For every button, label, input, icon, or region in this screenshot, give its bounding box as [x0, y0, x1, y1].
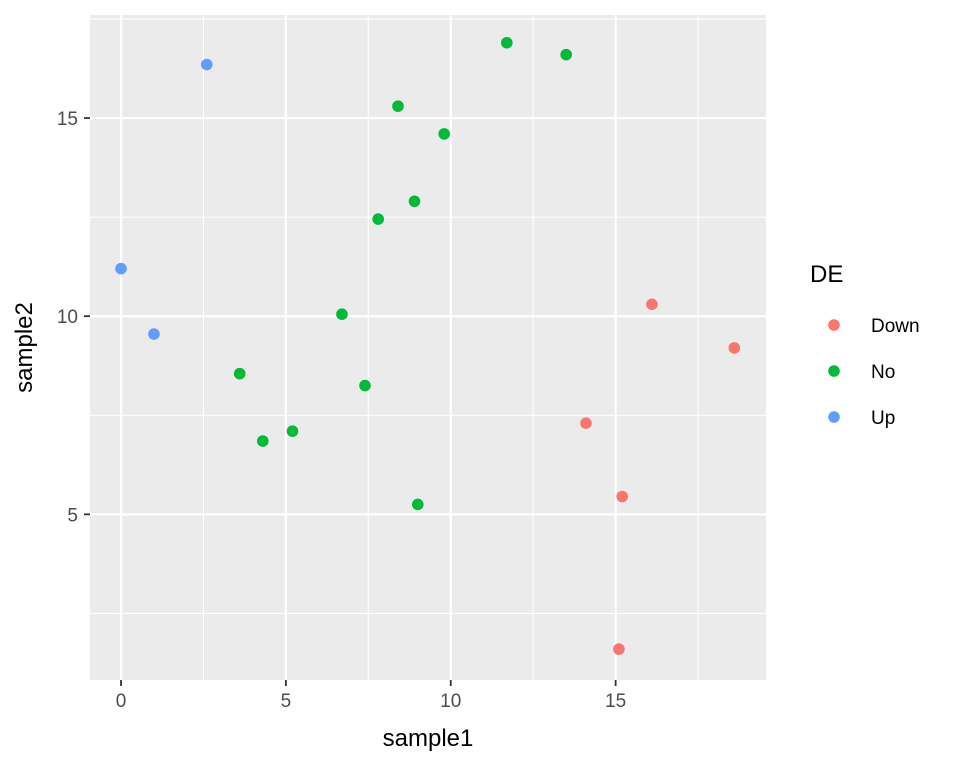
- y-tick-label: 5: [67, 505, 78, 526]
- data-point-no: [256, 435, 269, 447]
- data-point-no: [359, 379, 371, 392]
- plot-panel: [90, 15, 766, 680]
- data-point-down: [613, 643, 625, 655]
- x-tick-label: 15: [605, 691, 626, 712]
- x-tick-label: 0: [116, 691, 127, 712]
- data-point-down: [646, 298, 658, 311]
- legend-key-up: [828, 411, 840, 423]
- y-tick-label: 15: [57, 109, 78, 130]
- legend: DE Down No Up: [810, 261, 920, 429]
- legend-label-no: No: [871, 362, 895, 383]
- legend-title: DE: [810, 261, 843, 288]
- legend-label-up: Up: [871, 408, 895, 429]
- data-point-down: [580, 417, 592, 429]
- x-tick-label: 5: [281, 691, 292, 712]
- legend-key-down: [828, 319, 840, 331]
- y-tick-label: 10: [57, 307, 78, 328]
- data-point-down: [616, 490, 629, 503]
- legend-key-no: [828, 365, 840, 377]
- major-gridlines: [90, 15, 766, 680]
- data-point-no: [501, 36, 513, 49]
- data-point-no: [372, 213, 385, 225]
- y-axis: 5 10 15: [57, 109, 90, 526]
- data-point-no: [392, 100, 404, 112]
- data-point-no: [438, 128, 450, 140]
- y-axis-title: sample2: [11, 302, 38, 393]
- data-point-up: [200, 58, 213, 71]
- data-point-no: [233, 367, 246, 380]
- data-point-no: [411, 498, 424, 511]
- minor-gridlines: [90, 15, 766, 680]
- data-point-no: [408, 195, 421, 208]
- data-point-up: [148, 328, 160, 340]
- data-point-down: [728, 342, 741, 354]
- data-point-no: [560, 48, 572, 61]
- x-tick-label: 10: [440, 691, 461, 712]
- data-point-no: [286, 425, 299, 437]
- data-point-up: [115, 262, 127, 275]
- data-point-no: [336, 308, 348, 321]
- data-points: [115, 36, 741, 655]
- x-axis-title: sample1: [383, 725, 474, 752]
- legend-label-down: Down: [871, 316, 920, 337]
- x-axis: 0 5 10 15: [116, 680, 626, 712]
